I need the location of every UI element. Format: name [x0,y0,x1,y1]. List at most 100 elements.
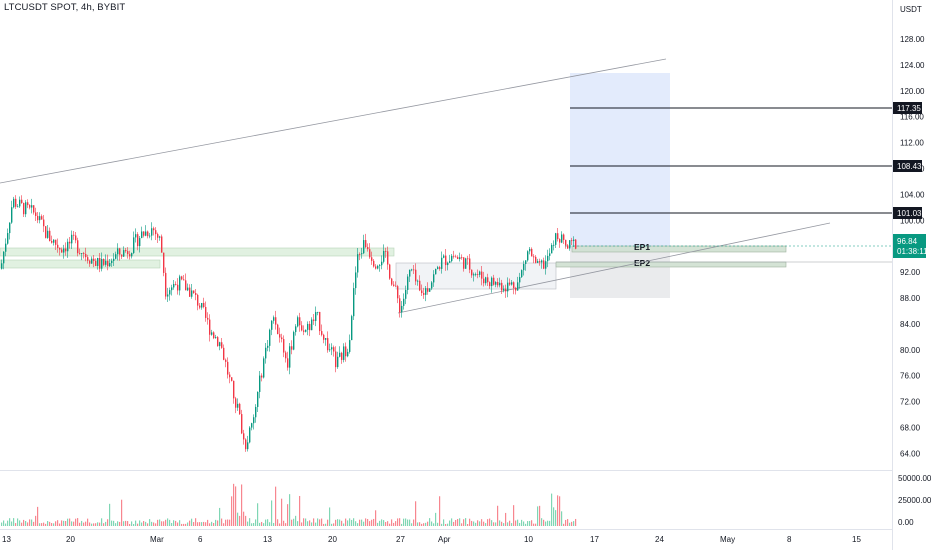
upper-channel-line[interactable] [0,58,667,184]
ep1-zone[interactable] [571,245,787,253]
volume-bar [473,521,475,526]
volume-bar [121,499,123,526]
candle-body [351,316,353,341]
candle-body [515,287,517,291]
support-zone-left[interactable] [0,259,161,269]
volume-bar [457,518,459,526]
candle-body [121,254,123,257]
volume-bar [283,520,285,526]
volume-bar [533,523,535,526]
volume-bar [277,519,279,526]
volume-bar [1,522,3,526]
candle-body [295,326,297,333]
volume-bar [409,519,411,526]
stop-zone-box[interactable] [570,249,670,298]
price-tick-label: 104.00 [900,190,925,199]
volume-bar [87,518,89,526]
volume-bar [91,523,93,526]
candle-body [365,240,367,248]
candle-body [45,226,47,238]
volume-bar [233,483,235,526]
volume-bar [505,512,507,526]
volume-bar [415,501,417,526]
price-axis[interactable]: USDT 128.00124.00120.00116.00112.00108.0… [900,5,925,458]
candle-body [255,406,257,418]
candle-body [275,317,277,325]
candle-body [353,288,355,317]
volume-bar [477,520,479,526]
candle-body [519,277,521,283]
volume-bar [403,518,405,526]
volume-bar [215,519,217,526]
volume-bar [281,498,283,526]
volume-bar [499,520,501,526]
time-axis[interactable]: 13 20 Mar 6 13 20 27 Apr 10 17 24 May 8 15 [2,535,861,544]
volume-bar [119,521,121,526]
volume-bar [209,523,211,526]
candle-body [489,282,491,287]
candle-body [213,332,215,339]
volume-bar [445,523,447,526]
candle-body [87,257,89,261]
candle-body [323,334,325,340]
candle-body [495,281,497,285]
volume-bar [545,521,547,526]
volume-bar [509,520,511,526]
volume-bar [405,518,407,526]
candle-body [285,352,287,359]
candle-body [439,267,441,269]
volume-bar [267,519,269,526]
volume-bar [481,519,483,526]
volume-axis[interactable]: 50000.00 25000.00 0.00 [898,474,932,527]
candle-body [337,356,339,368]
volume-bar [293,518,295,526]
volume-bar [517,519,519,526]
candle-body [341,352,343,360]
volume-bar [429,518,431,526]
price-tick-label: 100.00 [900,216,925,225]
target-zone-box[interactable] [570,73,670,249]
candle-body [291,346,293,350]
volume-bar [7,520,9,526]
volume-bar [269,522,271,526]
volume-bar [323,523,325,526]
volume-bar [141,522,143,526]
volume-bar [113,520,115,526]
candle-body [535,256,537,263]
candle-body [135,234,137,238]
range-box[interactable] [395,262,557,290]
candle-body [181,276,183,280]
volume-bar [235,486,237,526]
ep2-zone[interactable] [555,261,787,268]
volume-bar [229,519,231,526]
symbol-title[interactable]: LTCUSDT SPOT, 4h, BYBIT [4,2,126,13]
candle-body [177,284,179,291]
volume-bar [101,518,103,526]
candle-body [461,257,463,259]
volume-bar [27,522,29,526]
volume-bar [425,522,427,526]
volume-bar [311,522,313,526]
candle-body [557,233,559,240]
volume-bar [353,518,355,526]
candle-body [205,306,207,318]
volume-bar [253,522,255,526]
volume-bar [495,522,497,526]
volume-bar [73,521,75,526]
candle-body [9,222,11,234]
volume-bar [227,519,229,526]
candle-body [571,240,573,242]
volume-bar [243,511,245,526]
candle-body [271,320,273,330]
candle-body [111,260,113,264]
volume-bar [143,521,145,526]
candle-body [81,253,83,254]
support-zone-upper[interactable] [0,247,395,257]
candle-body [333,347,335,352]
lower-trendline[interactable] [397,222,831,314]
volume-bar [421,523,423,526]
candle-body [69,241,71,244]
candle-body [509,282,511,285]
